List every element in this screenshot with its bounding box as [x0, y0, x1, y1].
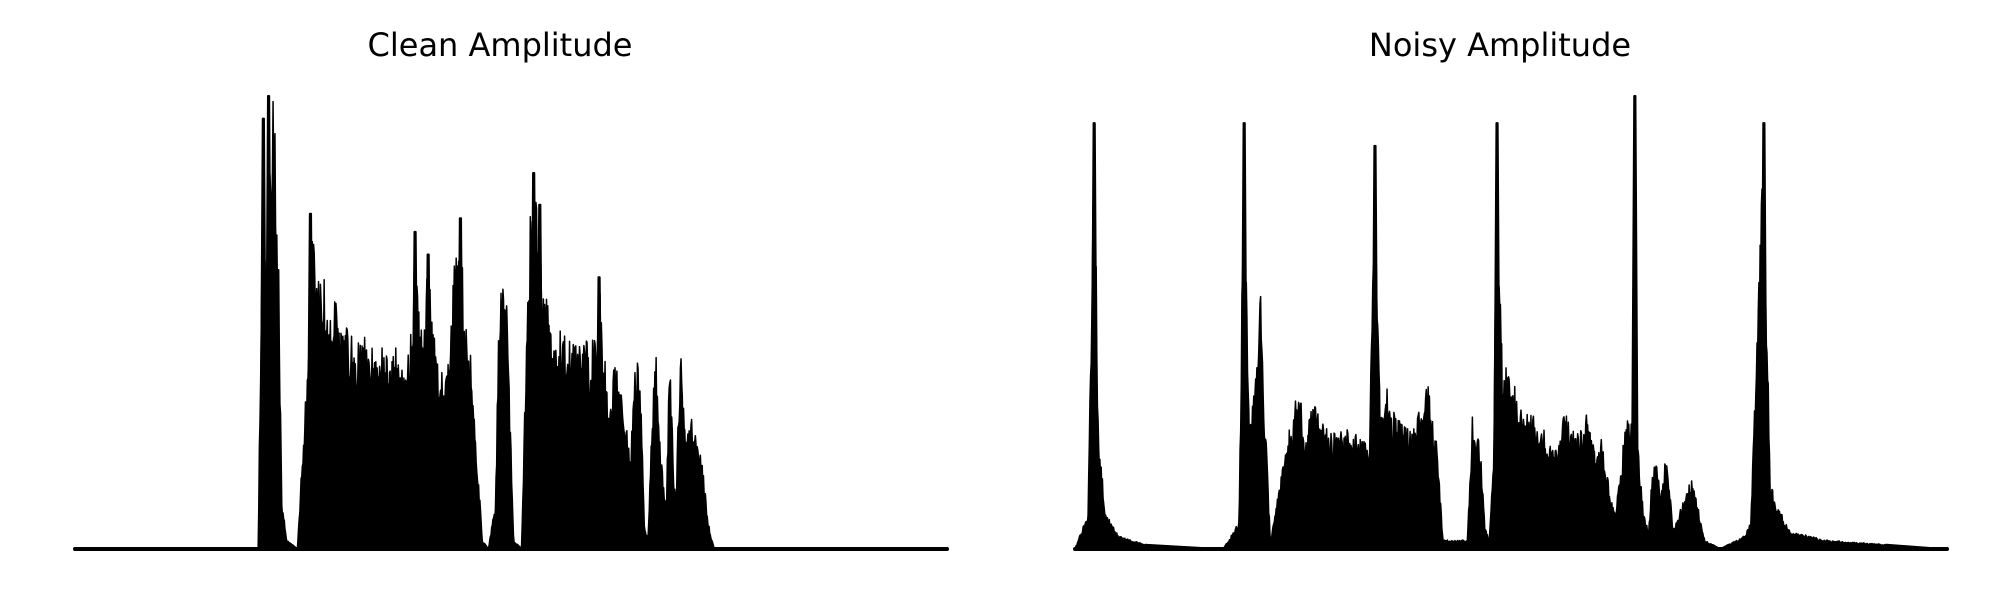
amplitude-peak — [594, 276, 604, 550]
amplitude-peak — [1239, 122, 1249, 550]
amplitude-peak — [1089, 122, 1099, 550]
amplitude-peak — [264, 95, 273, 550]
amplitude-peak — [1492, 122, 1502, 550]
amplitude-peak — [1370, 144, 1380, 550]
amplitude-area — [74, 100, 948, 550]
amplitude-area — [1074, 159, 1948, 550]
amplitude-peak — [410, 230, 420, 550]
noisy-amplitude-plot — [1073, 95, 1949, 551]
noisy-amplitude-panel: Noisy Amplitude — [1000, 0, 2000, 600]
chart-title: Clean Amplitude — [367, 26, 633, 64]
amplitude-peak — [1759, 122, 1769, 550]
amplitude-peak — [1630, 95, 1640, 550]
clean-amplitude-plot — [73, 95, 949, 551]
clean-amplitude-panel: Clean Amplitude — [73, 26, 949, 551]
chart-title: Noisy Amplitude — [1368, 26, 1632, 64]
